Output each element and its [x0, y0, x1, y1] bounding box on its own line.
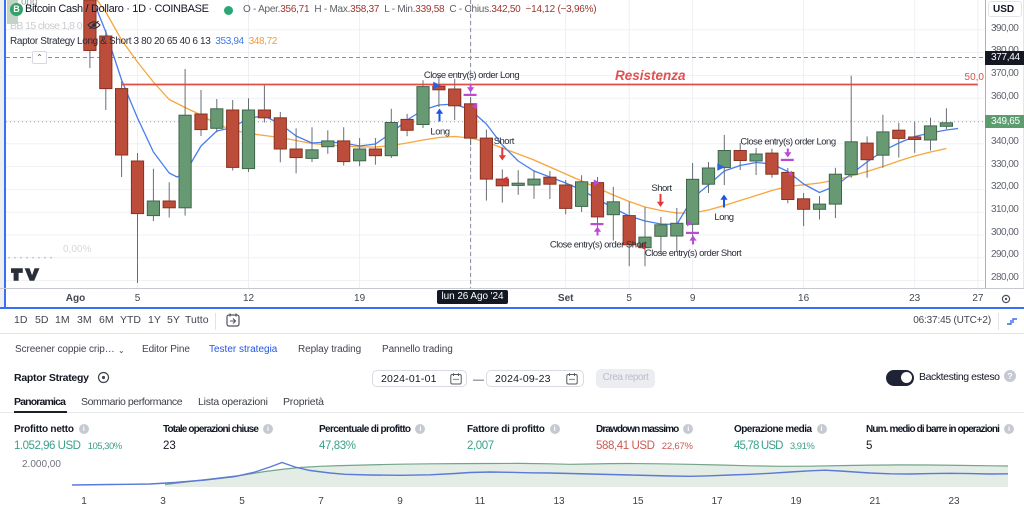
- svg-text:Close entry(s) order Long: Close entry(s) order Long: [740, 137, 835, 148]
- svg-text:50,0: 50,0: [965, 72, 985, 83]
- svg-text:0,00%: 0,00%: [63, 244, 91, 255]
- svg-text:Close entry(s) order Long: Close entry(s) order Long: [424, 70, 519, 81]
- svg-text:ong: ong: [21, 0, 38, 8]
- svg-text:Close entry(s) order Short: Close entry(s) order Short: [645, 248, 742, 259]
- svg-text:Long: Long: [430, 127, 449, 138]
- svg-text:Long: Long: [714, 212, 733, 223]
- svg-text:Short: Short: [651, 183, 672, 194]
- svg-text:Short: Short: [494, 136, 515, 147]
- svg-text:Resistenza: Resistenza: [615, 68, 686, 83]
- svg-text:Close entry(s) order Short: Close entry(s) order Short: [550, 240, 647, 251]
